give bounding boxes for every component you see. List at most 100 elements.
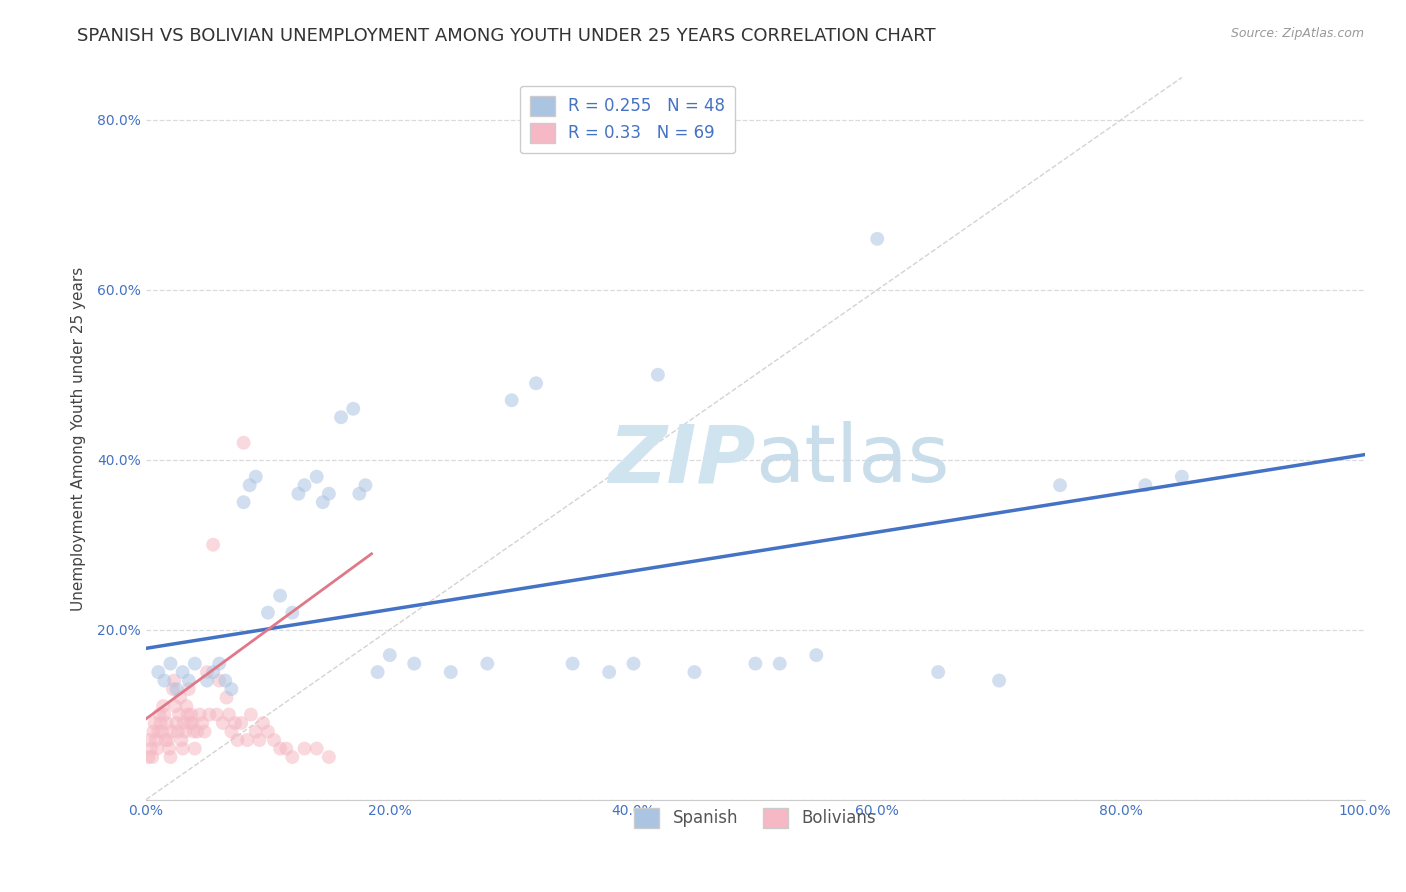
Point — [202, 538, 225, 552]
Point — [257, 606, 280, 620]
Point — [195, 665, 218, 679]
Point — [330, 410, 353, 425]
Point — [245, 724, 267, 739]
Point — [194, 724, 217, 739]
Text: Source: ZipAtlas.com: Source: ZipAtlas.com — [1230, 27, 1364, 40]
Point — [176, 707, 198, 722]
Point — [177, 673, 200, 688]
Point — [170, 733, 193, 747]
Point — [156, 716, 179, 731]
Point — [208, 673, 231, 688]
Point — [157, 741, 180, 756]
Point — [236, 733, 259, 747]
Point — [218, 707, 240, 722]
Text: SPANISH VS BOLIVIAN UNEMPLOYMENT AMONG YOUTH UNDER 25 YEARS CORRELATION CHART: SPANISH VS BOLIVIAN UNEMPLOYMENT AMONG Y… — [77, 27, 936, 45]
Point — [312, 495, 335, 509]
Point — [186, 724, 208, 739]
Point — [806, 648, 828, 662]
Point — [744, 657, 766, 671]
Point — [149, 716, 172, 731]
Point — [153, 673, 176, 688]
Point — [160, 724, 183, 739]
Point — [202, 665, 225, 679]
Point — [155, 733, 177, 747]
Point — [232, 495, 254, 509]
Point — [1171, 469, 1194, 483]
Point — [148, 707, 170, 722]
Point — [177, 682, 200, 697]
Y-axis label: Unemployment Among Youth under 25 years: Unemployment Among Youth under 25 years — [72, 267, 86, 611]
Point — [205, 707, 228, 722]
Point — [169, 690, 191, 705]
Point — [294, 478, 316, 492]
Point — [287, 486, 309, 500]
Point — [647, 368, 669, 382]
Point — [141, 750, 163, 764]
Point — [181, 716, 204, 731]
Point — [239, 478, 262, 492]
Point — [157, 733, 180, 747]
Point — [281, 750, 304, 764]
Point — [221, 682, 243, 697]
Point — [378, 648, 401, 662]
Point — [561, 657, 583, 671]
Legend: Spanish, Bolivians: Spanish, Bolivians — [628, 801, 883, 835]
Point — [349, 486, 371, 500]
Point — [318, 750, 340, 764]
Point — [159, 657, 181, 671]
Point — [162, 682, 184, 697]
Point — [143, 716, 166, 731]
Point — [152, 699, 174, 714]
Point — [145, 733, 167, 747]
Text: ZIP: ZIP — [607, 421, 755, 500]
Point — [354, 478, 377, 492]
Point — [1049, 478, 1071, 492]
Point — [139, 741, 162, 756]
Point — [159, 750, 181, 764]
Point — [166, 716, 188, 731]
Point — [257, 724, 280, 739]
Point — [166, 724, 188, 739]
Point — [163, 673, 186, 688]
Point — [153, 707, 176, 722]
Point — [477, 657, 499, 671]
Point — [150, 724, 173, 739]
Point — [501, 393, 523, 408]
Point — [226, 733, 249, 747]
Point — [866, 232, 889, 246]
Point — [184, 657, 207, 671]
Point — [188, 707, 211, 722]
Point — [769, 657, 792, 671]
Point — [208, 657, 231, 671]
Point — [683, 665, 706, 679]
Point — [305, 469, 328, 483]
Point — [252, 716, 274, 731]
Point — [166, 682, 188, 697]
Point — [927, 665, 949, 679]
Point — [184, 741, 207, 756]
Text: atlas: atlas — [755, 421, 950, 500]
Point — [269, 589, 291, 603]
Point — [148, 724, 170, 739]
Point — [269, 741, 291, 756]
Point — [138, 750, 160, 764]
Point — [988, 673, 1011, 688]
Point — [276, 741, 298, 756]
Point — [524, 376, 547, 391]
Point — [294, 741, 316, 756]
Point — [224, 716, 246, 731]
Point — [198, 707, 221, 722]
Point — [195, 673, 218, 688]
Point — [176, 699, 198, 714]
Point — [142, 724, 165, 739]
Point — [173, 716, 195, 731]
Point — [318, 486, 340, 500]
Point — [232, 435, 254, 450]
Point — [305, 741, 328, 756]
Point — [215, 690, 238, 705]
Point — [148, 665, 170, 679]
Point — [404, 657, 426, 671]
Point — [598, 665, 620, 679]
Point — [212, 716, 235, 731]
Point — [172, 741, 194, 756]
